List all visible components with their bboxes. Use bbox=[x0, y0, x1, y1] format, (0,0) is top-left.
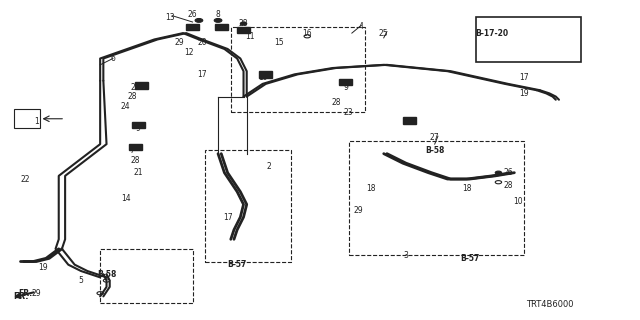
Circle shape bbox=[195, 19, 203, 22]
Text: 28: 28 bbox=[503, 181, 513, 190]
Text: 10: 10 bbox=[513, 197, 522, 206]
Text: 18: 18 bbox=[366, 184, 376, 193]
Text: 25: 25 bbox=[379, 28, 388, 38]
Text: 17: 17 bbox=[223, 212, 232, 222]
Text: FR.: FR. bbox=[13, 292, 28, 301]
Text: 3: 3 bbox=[404, 251, 408, 260]
Text: B-58: B-58 bbox=[425, 146, 444, 155]
Text: 19: 19 bbox=[38, 263, 47, 272]
Text: 18: 18 bbox=[462, 184, 471, 193]
Bar bbox=[215, 24, 228, 30]
Text: 21: 21 bbox=[134, 168, 143, 177]
Circle shape bbox=[214, 19, 222, 22]
Bar bbox=[403, 117, 415, 124]
Text: 28: 28 bbox=[131, 156, 140, 164]
Text: 5: 5 bbox=[79, 276, 83, 285]
Text: 29: 29 bbox=[31, 289, 41, 298]
Bar bbox=[259, 71, 272, 77]
Bar bbox=[132, 122, 145, 128]
Text: 23: 23 bbox=[131, 83, 140, 92]
Text: 17: 17 bbox=[519, 73, 529, 82]
Text: 27: 27 bbox=[430, 133, 440, 142]
Text: 28: 28 bbox=[239, 19, 248, 28]
Text: 2: 2 bbox=[267, 162, 271, 171]
Text: 15: 15 bbox=[274, 38, 284, 47]
Text: 8: 8 bbox=[216, 10, 220, 19]
Text: B-57: B-57 bbox=[460, 254, 479, 263]
Text: 13: 13 bbox=[166, 13, 175, 22]
Bar bbox=[237, 27, 250, 33]
Text: 16: 16 bbox=[303, 28, 312, 38]
Text: 4: 4 bbox=[359, 22, 364, 31]
Text: 9: 9 bbox=[136, 124, 141, 133]
Bar bbox=[14, 109, 40, 128]
Bar bbox=[349, 141, 524, 255]
Text: 29: 29 bbox=[353, 206, 363, 215]
Text: 1: 1 bbox=[34, 117, 39, 126]
Text: 12: 12 bbox=[184, 48, 194, 57]
Bar bbox=[129, 144, 141, 150]
Text: 19: 19 bbox=[519, 89, 529, 98]
Text: 29: 29 bbox=[404, 117, 414, 126]
Text: FR.: FR. bbox=[19, 289, 33, 298]
Text: 24: 24 bbox=[121, 101, 131, 111]
Bar bbox=[339, 79, 352, 85]
Text: 14: 14 bbox=[121, 194, 131, 203]
Text: 22: 22 bbox=[21, 174, 30, 184]
Text: B-58: B-58 bbox=[97, 270, 116, 279]
Bar bbox=[476, 17, 581, 62]
Bar bbox=[186, 24, 199, 30]
Bar bbox=[205, 150, 291, 261]
Text: TRT4B6000: TRT4B6000 bbox=[525, 300, 573, 309]
Text: 29: 29 bbox=[175, 38, 184, 47]
Text: B-17-20: B-17-20 bbox=[476, 28, 509, 38]
Text: 9: 9 bbox=[343, 83, 348, 92]
Text: B-57: B-57 bbox=[227, 260, 247, 269]
Text: 28: 28 bbox=[127, 92, 137, 101]
Text: 17: 17 bbox=[197, 70, 207, 79]
Text: 28: 28 bbox=[331, 99, 340, 108]
Text: 23: 23 bbox=[344, 108, 353, 117]
Text: 20: 20 bbox=[197, 38, 207, 47]
Bar bbox=[135, 82, 148, 89]
Circle shape bbox=[241, 22, 246, 25]
Text: 11: 11 bbox=[245, 32, 255, 41]
Text: 19: 19 bbox=[258, 73, 268, 82]
Text: 6: 6 bbox=[111, 54, 115, 63]
Text: 7: 7 bbox=[129, 146, 134, 155]
Bar bbox=[100, 249, 193, 303]
Circle shape bbox=[495, 171, 502, 174]
Text: 26: 26 bbox=[503, 168, 513, 177]
Text: 26: 26 bbox=[188, 10, 197, 19]
Bar bbox=[231, 27, 365, 112]
